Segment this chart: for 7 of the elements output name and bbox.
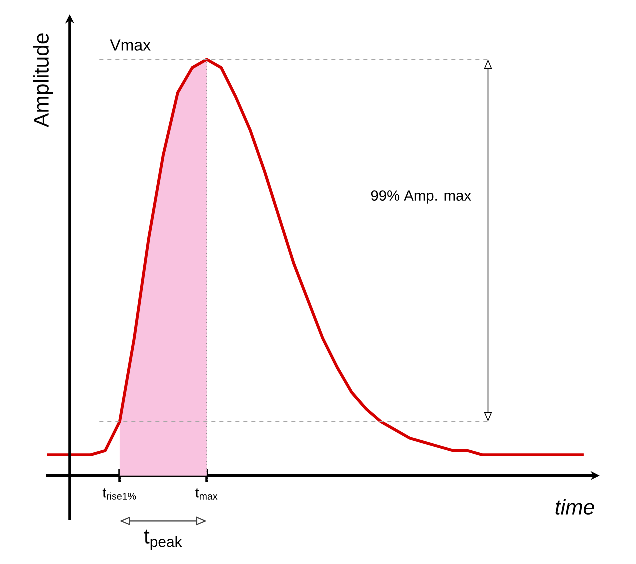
x-axis-title: time [556, 499, 594, 515]
annotation: 99% Amp. max [371, 190, 472, 204]
y-axis-title: Amplitude [33, 34, 54, 128]
x-tick-label: t$_{max}$ [196, 488, 218, 500]
ref-line-label: Vmax [110, 40, 151, 51]
text: t$_{peak}$ [144, 530, 182, 550]
x-tick-label: t$_{rise1%}$ [102, 488, 136, 500]
